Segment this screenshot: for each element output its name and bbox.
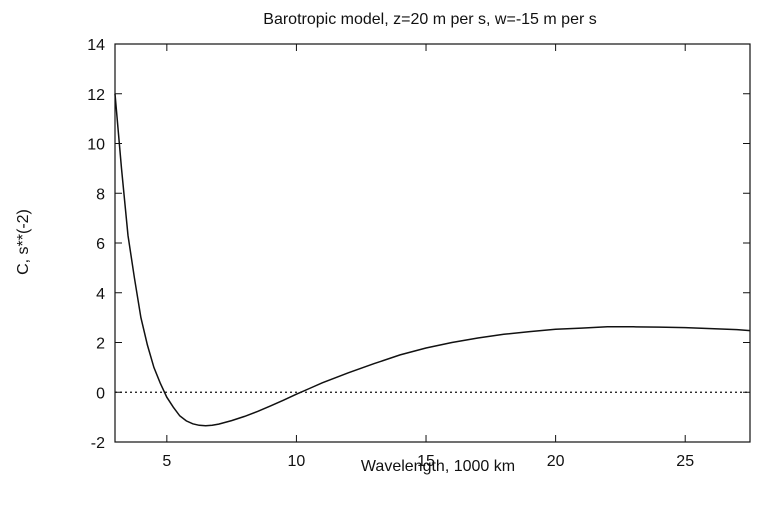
y-tick-label: -2 <box>91 435 105 452</box>
x-axis-label: Wavelength, 1000 km <box>361 458 515 475</box>
y-tick-label: 4 <box>96 286 105 303</box>
y-axis-label: C, s**(-2) <box>15 209 32 275</box>
y-axis: -2 0 2 4 6 8 10 12 14 <box>87 37 750 452</box>
x-tick-label: 10 <box>288 453 306 470</box>
y-tick-label: 8 <box>96 186 105 203</box>
chart-title: Barotropic model, z=20 m per s, w=-15 m … <box>263 11 596 28</box>
x-tick-label: 5 <box>162 453 171 470</box>
series-line <box>114 93 751 427</box>
y-tick-label: 14 <box>87 37 105 54</box>
y-tick-label: 12 <box>87 87 105 104</box>
plot-area <box>114 43 751 443</box>
y-tick-label: 6 <box>96 236 105 253</box>
x-tick-label: 20 <box>547 453 565 470</box>
x-axis: 5 10 15 20 25 <box>162 44 694 470</box>
y-tick-label: 2 <box>96 336 105 353</box>
x-tick-label: 15 <box>417 453 435 470</box>
y-tick-label: 10 <box>87 137 105 154</box>
y-tick-label: 0 <box>96 385 105 402</box>
x-tick-label: 25 <box>676 453 694 470</box>
